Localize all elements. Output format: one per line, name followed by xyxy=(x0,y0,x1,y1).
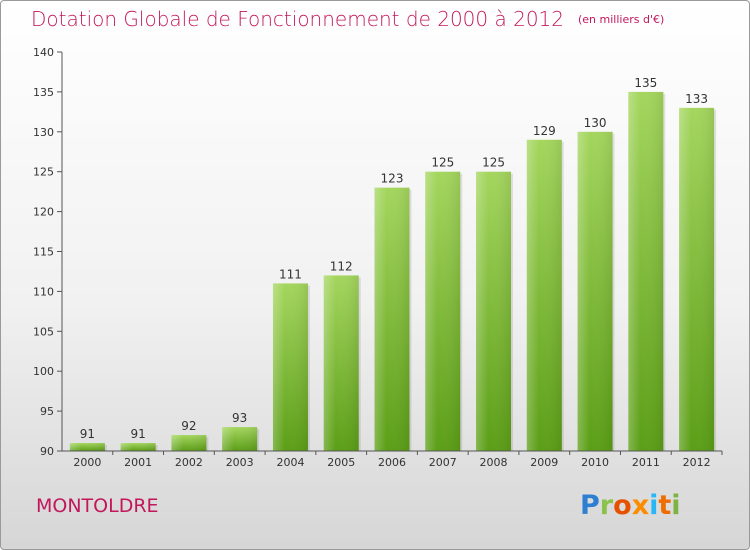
bar-highlight xyxy=(222,427,258,451)
logo-letter: t xyxy=(658,490,672,521)
bar-highlight xyxy=(526,139,562,451)
bar-highlight xyxy=(120,443,156,451)
bar-value-label: 111 xyxy=(279,267,302,281)
x-tick-label: 2001 xyxy=(124,456,152,469)
bar-highlight xyxy=(628,91,664,452)
bar-highlight xyxy=(577,131,613,452)
bar-value-label: 123 xyxy=(381,172,404,186)
x-tick-label: 2008 xyxy=(480,456,508,469)
y-tick-label: 95 xyxy=(40,405,54,418)
commune-name: MONTOLDRE xyxy=(36,495,159,517)
x-tick-label: 2011 xyxy=(632,456,660,469)
bar-value-label: 133 xyxy=(685,92,708,106)
bar-highlight xyxy=(323,275,359,451)
y-tick-label: 135 xyxy=(33,86,54,99)
bar-highlight xyxy=(679,107,715,452)
bar-value-label: 125 xyxy=(482,156,505,170)
axes-group: 2000 2001 2002 2003 2004 2005 2006 2007 2008 2009… xyxy=(33,46,723,469)
logo-letter: P xyxy=(580,490,600,521)
logo-letter: r xyxy=(599,490,614,521)
y-tick-label: 110 xyxy=(33,285,54,298)
x-tick-label: 2007 xyxy=(429,456,457,469)
logo-letter: x xyxy=(631,490,650,521)
bar-value-label: 130 xyxy=(584,116,607,130)
bar-value-label: 91 xyxy=(80,427,95,441)
x-tick-label: 2012 xyxy=(683,456,711,469)
title-unit: (en milliers d'€) xyxy=(578,13,665,26)
proxiti-logo: Proxiti xyxy=(580,490,681,521)
bar-value-label: 129 xyxy=(533,124,556,138)
y-tick-label: 140 xyxy=(33,46,54,59)
bar-value-label: 91 xyxy=(131,427,146,441)
bars-group: 91 91 92 93 111 112 123 125 125 129 130 135 133 xyxy=(69,76,717,452)
x-tick-label: 2006 xyxy=(378,456,406,469)
y-tick-label: 130 xyxy=(33,126,54,139)
bar-highlight xyxy=(69,443,105,451)
y-tick-label: 100 xyxy=(33,365,54,378)
x-tick-label: 2003 xyxy=(226,456,254,469)
chart-title: Dotation Globale de Fonctionnement de 20… xyxy=(31,7,664,31)
logo-letter: o xyxy=(613,490,632,521)
x-tick-label: 2010 xyxy=(581,456,609,469)
bar-highlight xyxy=(425,171,461,451)
x-tick-label: 2005 xyxy=(327,456,355,469)
x-tick-label: 2004 xyxy=(276,456,304,469)
y-tick-label: 90 xyxy=(40,445,54,458)
bar-value-label: 92 xyxy=(181,419,196,433)
bar-highlight xyxy=(476,171,512,451)
y-tick-label: 105 xyxy=(33,325,54,338)
bar-value-label: 112 xyxy=(330,259,353,273)
x-tick-label: 2000 xyxy=(73,456,101,469)
x-tick-label: 2009 xyxy=(530,456,558,469)
bar-value-label: 135 xyxy=(634,76,657,90)
y-tick-label: 120 xyxy=(33,206,54,219)
logo-letter: i xyxy=(671,490,681,521)
bar-highlight xyxy=(171,435,207,451)
bar-highlight xyxy=(374,187,410,451)
bar-value-label: 125 xyxy=(431,156,454,170)
bar-value-label: 93 xyxy=(232,411,247,425)
y-tick-label: 115 xyxy=(33,246,54,259)
logo-letter: i xyxy=(649,490,659,521)
x-tick-label: 2002 xyxy=(175,456,203,469)
bar-highlight xyxy=(272,283,308,451)
y-tick-label: 125 xyxy=(33,166,54,179)
title-text: Dotation Globale de Fonctionnement de 20… xyxy=(31,7,564,31)
